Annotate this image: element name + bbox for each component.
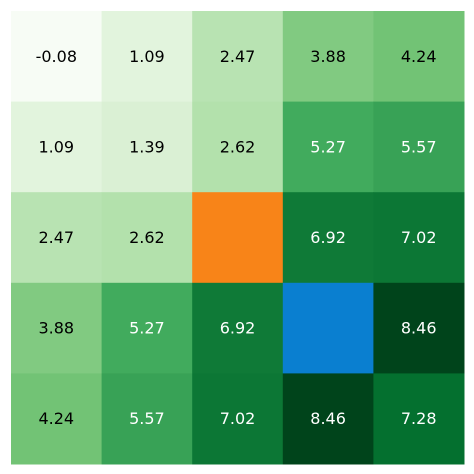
heatmap-cell-r2-c3	[282, 192, 374, 284]
heatmap-cell-r3-c2	[192, 282, 284, 374]
heatmap-cell-label-r0-c3: 3.88	[310, 47, 346, 66]
heatmap-cell-r4-c3	[282, 373, 374, 465]
heatmap-cell-label-r4-c0: 4.24	[38, 409, 74, 428]
heatmap-cell-label-r4-c1: 5.57	[129, 409, 165, 428]
heatmap-cell-label-r1-c1: 1.39	[129, 137, 165, 156]
heatmap-cell-r2-c2	[192, 192, 284, 284]
heatmap-cell-r0-c0	[11, 11, 103, 103]
heatmap-cell-r2-c1	[101, 192, 193, 284]
heatmap-cell-r3-c1	[101, 282, 193, 374]
heatmap-cell-r0-c2	[192, 11, 284, 103]
heatmap-cell-label-r0-c4: 4.24	[401, 47, 437, 66]
heatmap-cell-r2-c4	[373, 192, 465, 284]
heatmap-cell-r4-c2	[192, 373, 284, 465]
heatmap-cell-r4-c4	[373, 373, 465, 465]
heatmap-cell-label-r2-c0: 2.47	[38, 228, 74, 247]
heatmap-cell-label-r3-c0: 3.88	[38, 319, 74, 338]
heatmap-cell-label-r1-c0: 1.09	[38, 137, 74, 156]
heatmap-cell-label-r3-c4: 8.46	[401, 319, 437, 338]
heatmap-cell-r0-c4	[373, 11, 465, 103]
heatmap-cell-r0-c1	[101, 11, 193, 103]
heatmap-cell-label-r2-c4: 7.02	[401, 228, 437, 247]
heatmap-cell-r2-c0	[11, 192, 103, 284]
heatmap-cell-label-r3-c1: 5.27	[129, 319, 165, 338]
heatmap-cell-r1-c0	[11, 101, 103, 193]
heatmap-cell-label-r4-c4: 7.28	[401, 409, 437, 428]
heatmap-cell-label-r0-c1: 1.09	[129, 47, 165, 66]
heatmap-cell-label-r3-c2: 6.92	[220, 319, 256, 338]
heatmap-cell-label-r1-c4: 5.57	[401, 137, 437, 156]
heatmap-cell-r4-c0	[11, 373, 103, 465]
heatmap-cell-label-r2-c3: 6.92	[310, 228, 346, 247]
heatmap-cell-r0-c3	[282, 11, 374, 103]
heatmap-cell-r1-c1	[101, 101, 193, 193]
heatmap-cell-label-r0-c2: 2.47	[220, 47, 256, 66]
heatmap-cell-label-r2-c1: 2.62	[129, 228, 165, 247]
heatmap-cell-r1-c2	[192, 101, 284, 193]
heatmap-cell-r1-c4	[373, 101, 465, 193]
heatmap-cell-label-r1-c3: 5.27	[310, 137, 346, 156]
heatmap-cell-r3-c0	[11, 282, 103, 374]
heatmap-cell-label-r1-c2: 2.62	[220, 137, 256, 156]
heatmap-cell-label-r0-c0: -0.08	[36, 47, 77, 66]
heatmap-cell-r4-c1	[101, 373, 193, 465]
heatmap-cell-r3-c3	[282, 282, 374, 374]
heatmap-cell-r3-c4	[373, 282, 465, 374]
heatmap-cell-r1-c3	[282, 101, 374, 193]
heatmap-cell-label-r4-c2: 7.02	[220, 409, 256, 428]
heatmap-cell-label-r4-c3: 8.46	[310, 409, 346, 428]
